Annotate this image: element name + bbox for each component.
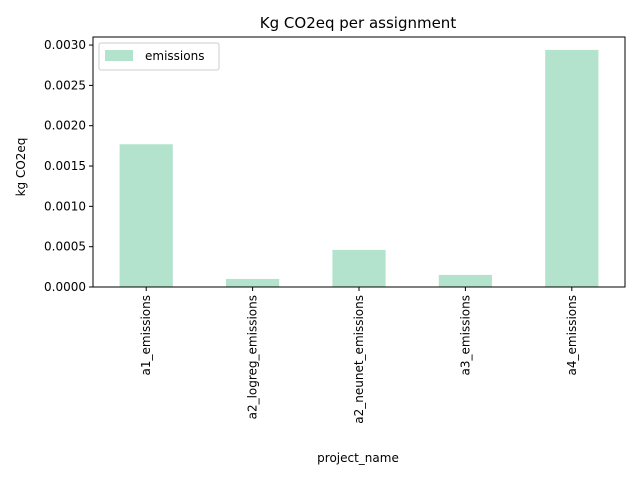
bar-a2_logreg_emissions: [226, 278, 280, 287]
legend: emissions: [98, 42, 220, 71]
x-tick-label: a1_emissions: [139, 295, 153, 375]
x-ticks-group: a1_emissions a2_logreg_emissions a2_neunet…: [139, 287, 579, 424]
y-tick-label: 0.0025: [44, 78, 86, 92]
x-tick-label: a2_neunet_emissions: [352, 295, 366, 424]
bar-a2_neunet_emissions: [332, 249, 386, 287]
legend-box: [98, 42, 220, 71]
bar-a4_emissions: [545, 49, 599, 287]
y-tick-label: 0.0020: [44, 119, 86, 133]
x-tick-label: a3_emissions: [458, 295, 472, 375]
legend-swatch: [105, 50, 133, 61]
y-tick-label: 0.0000: [44, 280, 86, 294]
y-axis-label: kg CO2eq: [14, 138, 28, 197]
y-ticks-group: 0.0000 0.0005 0.0010 0.0015 0.0020 0.0025 0.00…: [44, 38, 93, 294]
y-tick-label: 0.0030: [44, 38, 86, 52]
bar-a1_emissions: [119, 144, 173, 287]
x-tick-label: a4_emissions: [565, 295, 579, 375]
bar-a3_emissions: [438, 274, 492, 287]
y-tick-label: 0.0005: [44, 240, 86, 254]
bars-group: [119, 49, 599, 287]
plot-frame: [92, 36, 626, 288]
chart-title: Kg CO2eq per assignment: [260, 14, 457, 32]
x-axis-label: project_name: [317, 451, 399, 465]
legend-label: emissions: [145, 49, 204, 63]
y-tick-label: 0.0010: [44, 199, 86, 213]
y-tick-label: 0.0015: [44, 159, 86, 173]
x-tick-label: a2_logreg_emissions: [246, 295, 260, 419]
